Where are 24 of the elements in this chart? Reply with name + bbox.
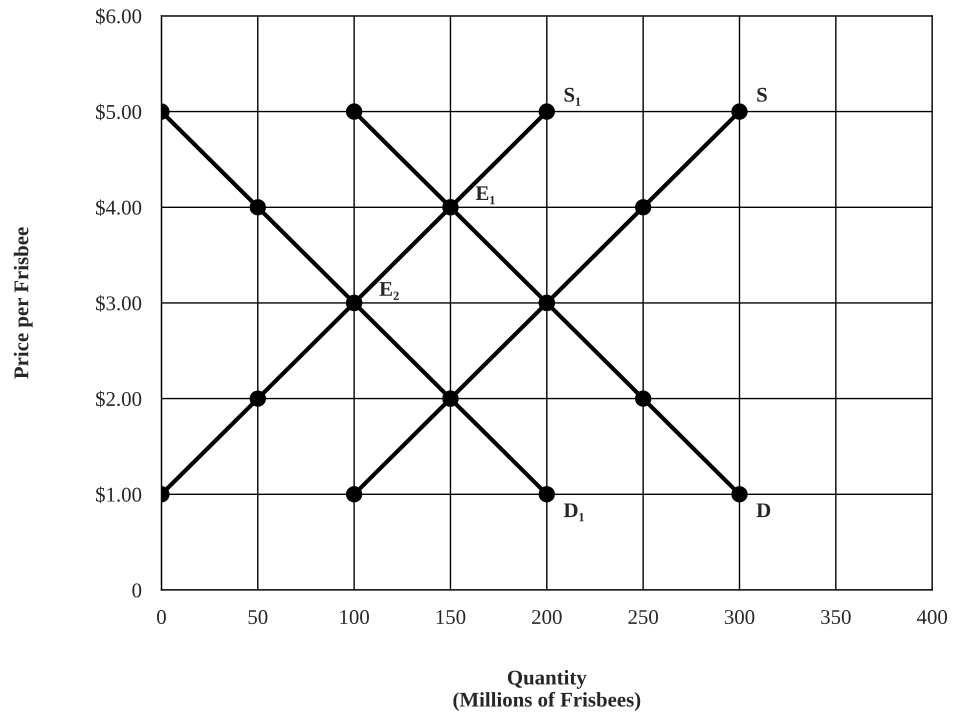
y-tick-label: $6.00 — [96, 8, 142, 25]
annotation: E₁ — [476, 186, 495, 204]
y-tick-label: $3.00 — [96, 295, 142, 312]
series-label: S — [757, 88, 767, 102]
x-tick-label: 350 — [821, 610, 851, 624]
series-label: D₁ — [564, 503, 584, 522]
y-tick-label: $4.00 — [96, 199, 142, 216]
y-tick-label: $1.00 — [96, 486, 142, 504]
x-tick-label: 0 — [157, 610, 166, 624]
y-tick-label: $5.00 — [96, 104, 142, 120]
x-tick-label: 250 — [628, 610, 658, 624]
x-tick-label: 150 — [436, 610, 466, 624]
x-tick-label: 200 — [532, 610, 562, 624]
x-tick-label: 400 — [916, 610, 947, 624]
series-label: D — [756, 503, 770, 518]
y-tick-label: $2.00 — [96, 390, 142, 408]
y-tick-label: 0 — [132, 583, 142, 598]
annotation: E₂ — [379, 282, 399, 300]
x-tick-label: 100 — [340, 610, 369, 624]
x-tick-label: 300 — [724, 610, 754, 624]
series-label: S₁ — [564, 88, 580, 106]
x-tick-label: 50 — [248, 610, 268, 624]
x-axis-title: Quantity (Millions of Frisbees) — [453, 670, 640, 711]
y-axis-title: Price per Frisbee — [14, 227, 33, 379]
